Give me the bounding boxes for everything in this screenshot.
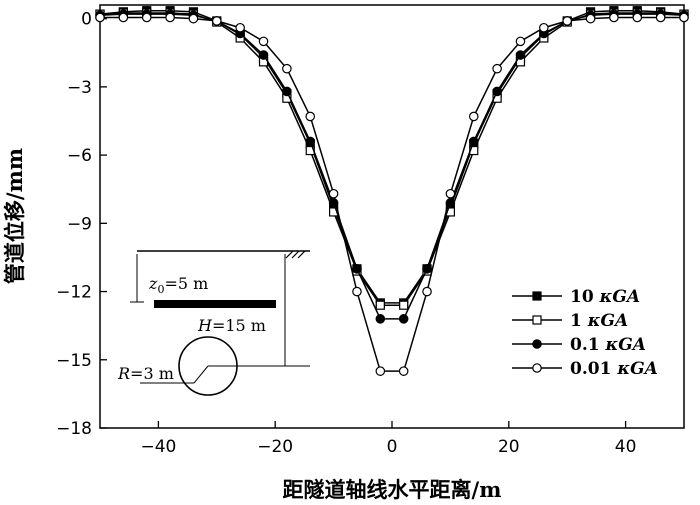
ground-hatch-icon	[285, 250, 306, 259]
data-point	[422, 264, 432, 274]
x-tick-label: −40	[140, 437, 176, 457]
x-tick-label: −20	[257, 437, 293, 457]
data-point	[305, 111, 316, 122]
tunnel-radius-line	[193, 365, 209, 384]
y-tick-label: −3	[67, 78, 92, 98]
data-point	[468, 136, 479, 147]
h-label: H=15 m	[197, 316, 266, 335]
legend-marker	[532, 339, 542, 349]
data-point	[235, 22, 245, 33]
series-3	[95, 12, 689, 376]
data-point	[655, 12, 666, 23]
y-tick-label: −12	[56, 283, 92, 303]
data-point	[352, 264, 362, 274]
x-tick-label: 40	[615, 437, 637, 457]
tunnel-circle	[178, 336, 238, 396]
y-tick-label: −15	[56, 351, 92, 371]
data-point	[609, 12, 619, 23]
legend-marker	[532, 315, 542, 325]
x-axis-title: 距隧道轴线水平距离/m	[283, 477, 502, 502]
data-point	[328, 188, 339, 199]
data-series	[95, 6, 689, 376]
legend-label: 0.01 κGA	[570, 359, 658, 379]
data-point	[398, 314, 409, 324]
y-tick-label: −18	[56, 419, 92, 439]
data-point	[282, 86, 292, 97]
legend-marker	[532, 363, 542, 373]
legend: 10 κGA 1 κGA 0.1 κGA 0.01 κGA	[512, 287, 658, 379]
axis-ticks: −40 −20 0 20 40 0 −3 −6 −9 −12 −15 −18	[56, 10, 636, 457]
data-point	[305, 136, 316, 147]
legend-entry: 0.01 κGA	[512, 359, 658, 379]
data-point	[679, 12, 689, 23]
data-point	[375, 366, 386, 376]
r-label: R=3 m	[117, 364, 174, 383]
data-point	[258, 50, 269, 60]
data-point	[258, 36, 269, 47]
data-point	[375, 300, 385, 310]
series-line	[99, 9, 685, 304]
data-point	[492, 63, 502, 74]
legend-entry: 1 κGA	[512, 311, 628, 331]
data-point	[468, 111, 479, 122]
x-tick-label: 20	[498, 437, 520, 457]
data-point	[352, 286, 362, 297]
data-point	[539, 22, 549, 33]
legend-entry: 0.1 κGA	[512, 335, 646, 355]
legend-marker	[532, 291, 542, 301]
series-0	[95, 6, 689, 308]
y-tick-label: −6	[67, 146, 92, 166]
data-point	[141, 12, 152, 23]
series-1	[95, 8, 689, 310]
data-point	[515, 50, 526, 60]
data-point	[399, 300, 409, 310]
legend-label: 0.1 κGA	[570, 335, 646, 355]
pipeline-bar	[154, 300, 276, 308]
data-point	[562, 16, 572, 26]
data-point	[585, 13, 596, 24]
data-point	[118, 12, 129, 23]
legend-label: 10 κGA	[570, 287, 640, 307]
series-line	[99, 12, 685, 306]
data-point	[375, 314, 386, 324]
data-point	[492, 86, 502, 97]
tunnel-pipe-schematic: z0=5 m H=15 m R=3 m	[117, 250, 310, 396]
data-point	[445, 188, 456, 199]
x-tick-label: 0	[387, 437, 398, 457]
data-point	[398, 366, 409, 376]
data-point	[422, 286, 432, 297]
data-point	[188, 13, 199, 24]
legend-label: 1 κGA	[570, 311, 628, 331]
y-tick-label: 0	[81, 10, 92, 30]
data-point	[632, 12, 643, 23]
y-axis-title: 管道位移/mm	[2, 148, 27, 284]
data-point	[212, 16, 222, 26]
data-point	[282, 63, 292, 74]
legend-entry: 10 κGA	[512, 287, 640, 307]
data-point	[95, 12, 105, 23]
y-tick-label: −9	[67, 214, 92, 234]
data-point	[515, 36, 526, 47]
data-point	[165, 12, 175, 23]
z0-label: z0=5 m	[148, 274, 208, 296]
